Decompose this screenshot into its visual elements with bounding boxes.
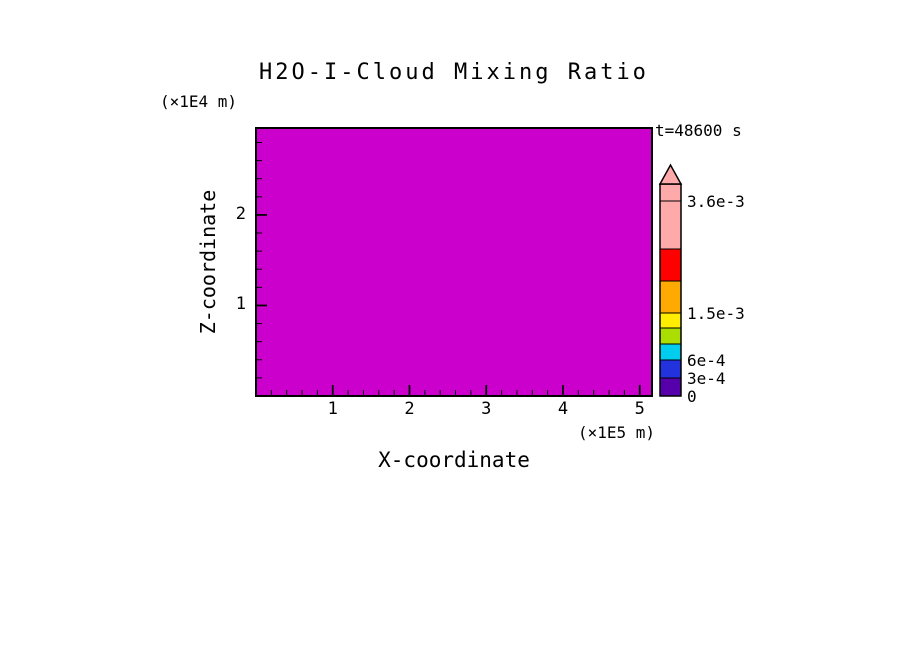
y-tick-label: 1	[235, 294, 246, 315]
colorbar-segment	[659, 200, 682, 250]
colorbar-segment	[659, 377, 682, 397]
x-tick-label: 3	[481, 399, 492, 419]
y-tick-label: 2	[235, 203, 246, 224]
colorbar-tick-label: 0	[687, 387, 697, 406]
colorbar-segment	[659, 312, 682, 329]
y-axis-units: (×1E4 m)	[160, 92, 238, 111]
colorbar-segment	[659, 248, 682, 282]
x-tick-label: 2	[404, 399, 415, 419]
chart-title: H2O-I-Cloud Mixing Ratio	[259, 60, 649, 85]
time-annotation: t=48600 s	[655, 121, 742, 140]
colorbar-segment	[659, 343, 682, 361]
colorbar-tick-label: 1.5e-3	[687, 304, 745, 323]
heatmap-field	[255, 127, 653, 397]
x-tick-label: 4	[557, 399, 569, 419]
y-axis-title: Z-coordinate	[196, 189, 220, 335]
colorbar-segment	[659, 359, 682, 379]
colorbar-segment	[659, 183, 682, 202]
colorbar-tick-label: 3e-4	[687, 369, 726, 388]
colorbar-segment	[659, 327, 682, 345]
colorbar-tick-label: 3.6e-3	[687, 192, 745, 211]
x-tick-label: 1	[327, 399, 338, 419]
colorbar-arrow	[658, 163, 683, 185]
x-tick-label: 5	[634, 399, 645, 419]
x-axis-units: (×1E5 m)	[577, 423, 655, 442]
colorbar-tick-label: 6e-4	[687, 351, 726, 370]
x-axis-title: X-coordinate	[378, 448, 530, 472]
colorbar-segment	[659, 280, 682, 314]
